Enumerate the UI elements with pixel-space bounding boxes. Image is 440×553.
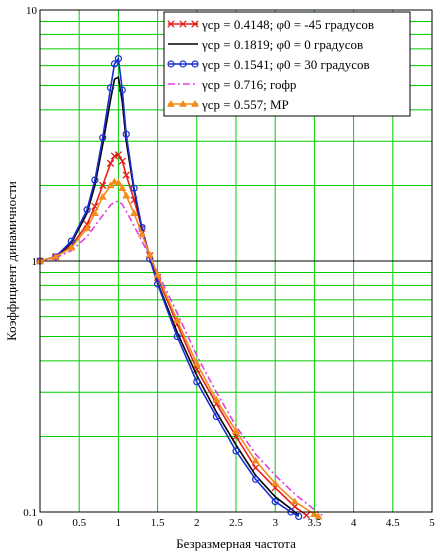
circle-marker [232, 447, 240, 455]
triangle-marker [153, 270, 162, 278]
triangle-marker [67, 243, 76, 251]
circle-marker [110, 60, 119, 68]
x-marker [251, 464, 260, 472]
legend-entry-4: γcp = 0.716; гофр [201, 77, 296, 92]
triangle-marker [192, 359, 201, 367]
circle-marker [99, 134, 107, 142]
triangle-marker [118, 184, 127, 191]
y-axis-label: Коэффициент динамичности [4, 181, 19, 341]
triangle-marker [212, 395, 221, 403]
x-marker [106, 159, 115, 167]
triangle-marker [51, 252, 60, 260]
legend-entry-1: γcp = 0.4148; φ0 = -45 градусов [201, 17, 374, 32]
triangle-marker [231, 427, 241, 434]
circle-marker [91, 176, 99, 184]
triangle-marker [190, 99, 200, 107]
plot-frame [39, 9, 433, 513]
x-marker [99, 181, 107, 190]
x-marker [114, 151, 123, 159]
series-line [39, 200, 323, 516]
x-marker [118, 157, 126, 165]
x-tick-label: 1.5 [151, 517, 165, 529]
x-tick-label: 2.5 [229, 517, 243, 529]
triangle-marker [90, 209, 99, 216]
series-1 [36, 151, 311, 519]
x-marker [191, 20, 199, 28]
triangle-marker [145, 250, 154, 258]
circle-marker [154, 280, 162, 288]
triangle-marker [106, 181, 115, 189]
legend-entry-5: γcp = 0.557; MP [201, 97, 289, 112]
legend: γcp = 0.4148; φ0 = -45 градусов γcp = 0.1… [163, 11, 411, 117]
triangle-marker [114, 178, 123, 186]
triangle-marker [310, 510, 319, 517]
series-5 [35, 177, 323, 520]
series-line [39, 153, 308, 516]
x-tick-label: 4.5 [386, 517, 400, 529]
triangle-marker [173, 316, 182, 324]
x-tick-label: 0.5 [72, 517, 86, 529]
triangle-marker [137, 229, 146, 237]
x-axis-label: Безразмерная частота [176, 536, 296, 551]
y-tick-label: 0.1 [23, 507, 37, 519]
circle-marker [191, 60, 199, 68]
triangle-marker [122, 191, 131, 199]
x-tick-label: 2 [194, 517, 200, 529]
circle-marker [271, 498, 279, 506]
triangle-marker [290, 497, 299, 505]
circle-marker [193, 378, 201, 386]
x-tick-label: 3.5 [308, 517, 322, 529]
x-tick-label: 5 [429, 517, 435, 529]
series-4 [39, 200, 323, 516]
legend-entry-3: γcp = 0.1541; φ0 = 30 градусов [201, 57, 370, 72]
circle-marker [130, 184, 138, 192]
triangle-marker [130, 209, 139, 216]
x-tick-label: 3 [272, 517, 278, 529]
x-tick-label: 0 [37, 517, 43, 529]
legend-entry-2: γcp = 0.1819; φ0 = 0 градусов [201, 37, 363, 52]
triangle-marker [98, 192, 107, 200]
circle-marker [83, 206, 91, 214]
x-marker [167, 20, 175, 28]
y-tick-label: 1 [32, 256, 38, 268]
x-marker [122, 171, 130, 179]
circle-marker [252, 475, 260, 483]
series-layer [35, 55, 323, 521]
x-marker [302, 511, 311, 519]
triangle-marker [251, 456, 260, 464]
series-line [39, 56, 300, 518]
circle-marker [114, 55, 123, 63]
circle-marker [212, 412, 220, 421]
legend-box [163, 11, 411, 117]
triangle-marker [178, 99, 188, 107]
x-tick-label: 4 [351, 517, 357, 529]
circle-marker [295, 512, 303, 521]
triangle-marker [83, 224, 92, 232]
circle-marker [173, 332, 181, 341]
x-tick-label: 1 [116, 517, 122, 529]
triangle-marker [271, 479, 280, 487]
triangle-marker [314, 512, 323, 520]
tick-labels: 0 0.5 1 1.5 2 2.5 3 3.5 4 4.5 5 0.1 1 10 [23, 5, 435, 529]
series-3 [36, 55, 303, 521]
circle-marker [122, 130, 130, 138]
circle-marker [179, 60, 187, 68]
circle-marker [118, 86, 126, 94]
circle-marker [106, 84, 115, 92]
x-marker [179, 20, 187, 28]
triangle-marker [166, 99, 176, 107]
x-marker [291, 503, 299, 511]
y-tick-label: 10 [26, 5, 38, 17]
circle-marker [167, 60, 175, 68]
